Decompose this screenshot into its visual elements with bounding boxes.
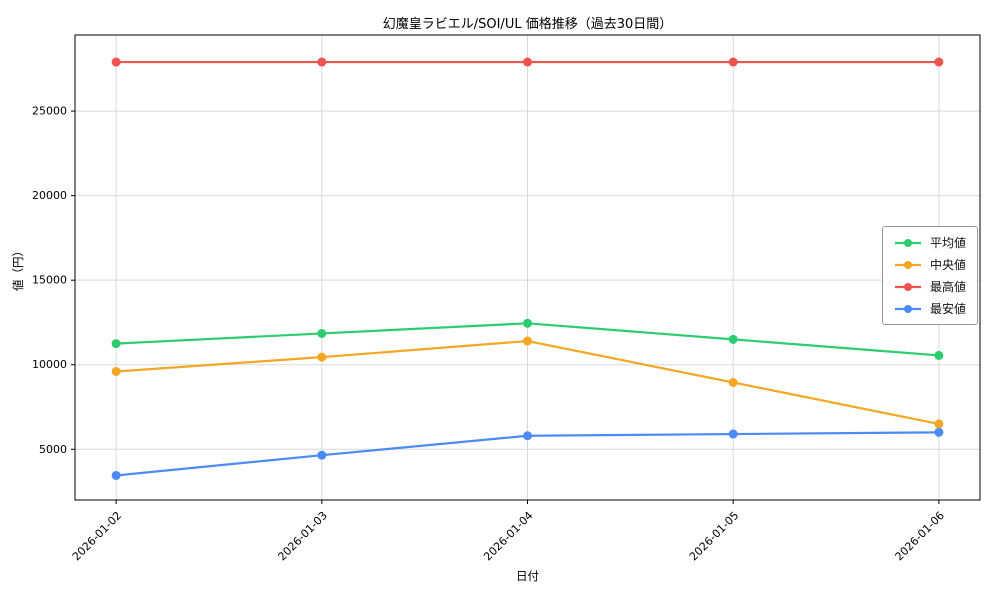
data-point-series-0 bbox=[523, 318, 532, 328]
data-point-series-2 bbox=[317, 57, 327, 67]
data-point-series-0 bbox=[317, 328, 327, 338]
data-point-series-1 bbox=[934, 419, 944, 429]
data-point-series-1 bbox=[728, 377, 738, 387]
data-point-series-2 bbox=[111, 57, 121, 67]
x-tick-label: 2026-01-04 bbox=[481, 509, 535, 563]
data-point-series-2 bbox=[523, 57, 532, 67]
x-axis-label: 日付 bbox=[516, 569, 539, 583]
y-tick-label: 10000 bbox=[32, 358, 67, 371]
legend-marker bbox=[894, 282, 921, 291]
legend-label: 最高値 bbox=[929, 280, 966, 294]
x-tick-label: 2026-01-05 bbox=[687, 509, 741, 563]
y-tick-label: 20000 bbox=[32, 189, 67, 202]
legend-marker bbox=[894, 238, 921, 247]
legend: 平均値中央値最高値最安値 bbox=[881, 226, 978, 325]
data-point-series-1 bbox=[317, 352, 327, 362]
data-point-series-0 bbox=[111, 339, 121, 349]
legend-marker bbox=[894, 304, 921, 313]
y-tick-label: 5000 bbox=[39, 443, 67, 456]
legend-item: 平均値 bbox=[894, 234, 966, 251]
legend-item: 中央値 bbox=[894, 256, 966, 273]
data-point-series-1 bbox=[523, 336, 532, 346]
data-point-series-0 bbox=[728, 334, 738, 344]
x-tick-label: 2026-01-06 bbox=[893, 509, 947, 563]
data-point-series-3 bbox=[317, 450, 327, 460]
x-tick-label: 2026-01-02 bbox=[70, 509, 124, 563]
data-point-series-2 bbox=[728, 57, 738, 67]
data-point-series-3 bbox=[111, 470, 121, 480]
y-axis-label: 値（円） bbox=[11, 245, 25, 291]
data-point-series-1 bbox=[111, 366, 121, 376]
data-point-series-2 bbox=[934, 57, 944, 67]
data-point-series-3 bbox=[728, 429, 738, 439]
legend-label: 最安値 bbox=[929, 302, 966, 316]
data-point-series-3 bbox=[523, 431, 532, 441]
legend-label: 平均値 bbox=[929, 236, 966, 250]
data-point-series-0 bbox=[934, 350, 944, 360]
y-tick-label: 15000 bbox=[32, 274, 67, 287]
data-point-series-3 bbox=[934, 427, 944, 437]
y-tick-label: 25000 bbox=[32, 105, 67, 118]
legend-item: 最安値 bbox=[894, 300, 966, 317]
chart-title: 幻魔皇ラビエル/SOI/UL 価格推移（過去30日間） bbox=[382, 17, 673, 32]
legend-label: 中央値 bbox=[929, 258, 966, 272]
legend-item: 最高値 bbox=[894, 278, 966, 295]
legend-marker bbox=[894, 260, 921, 269]
x-tick-label: 2026-01-03 bbox=[276, 509, 330, 563]
